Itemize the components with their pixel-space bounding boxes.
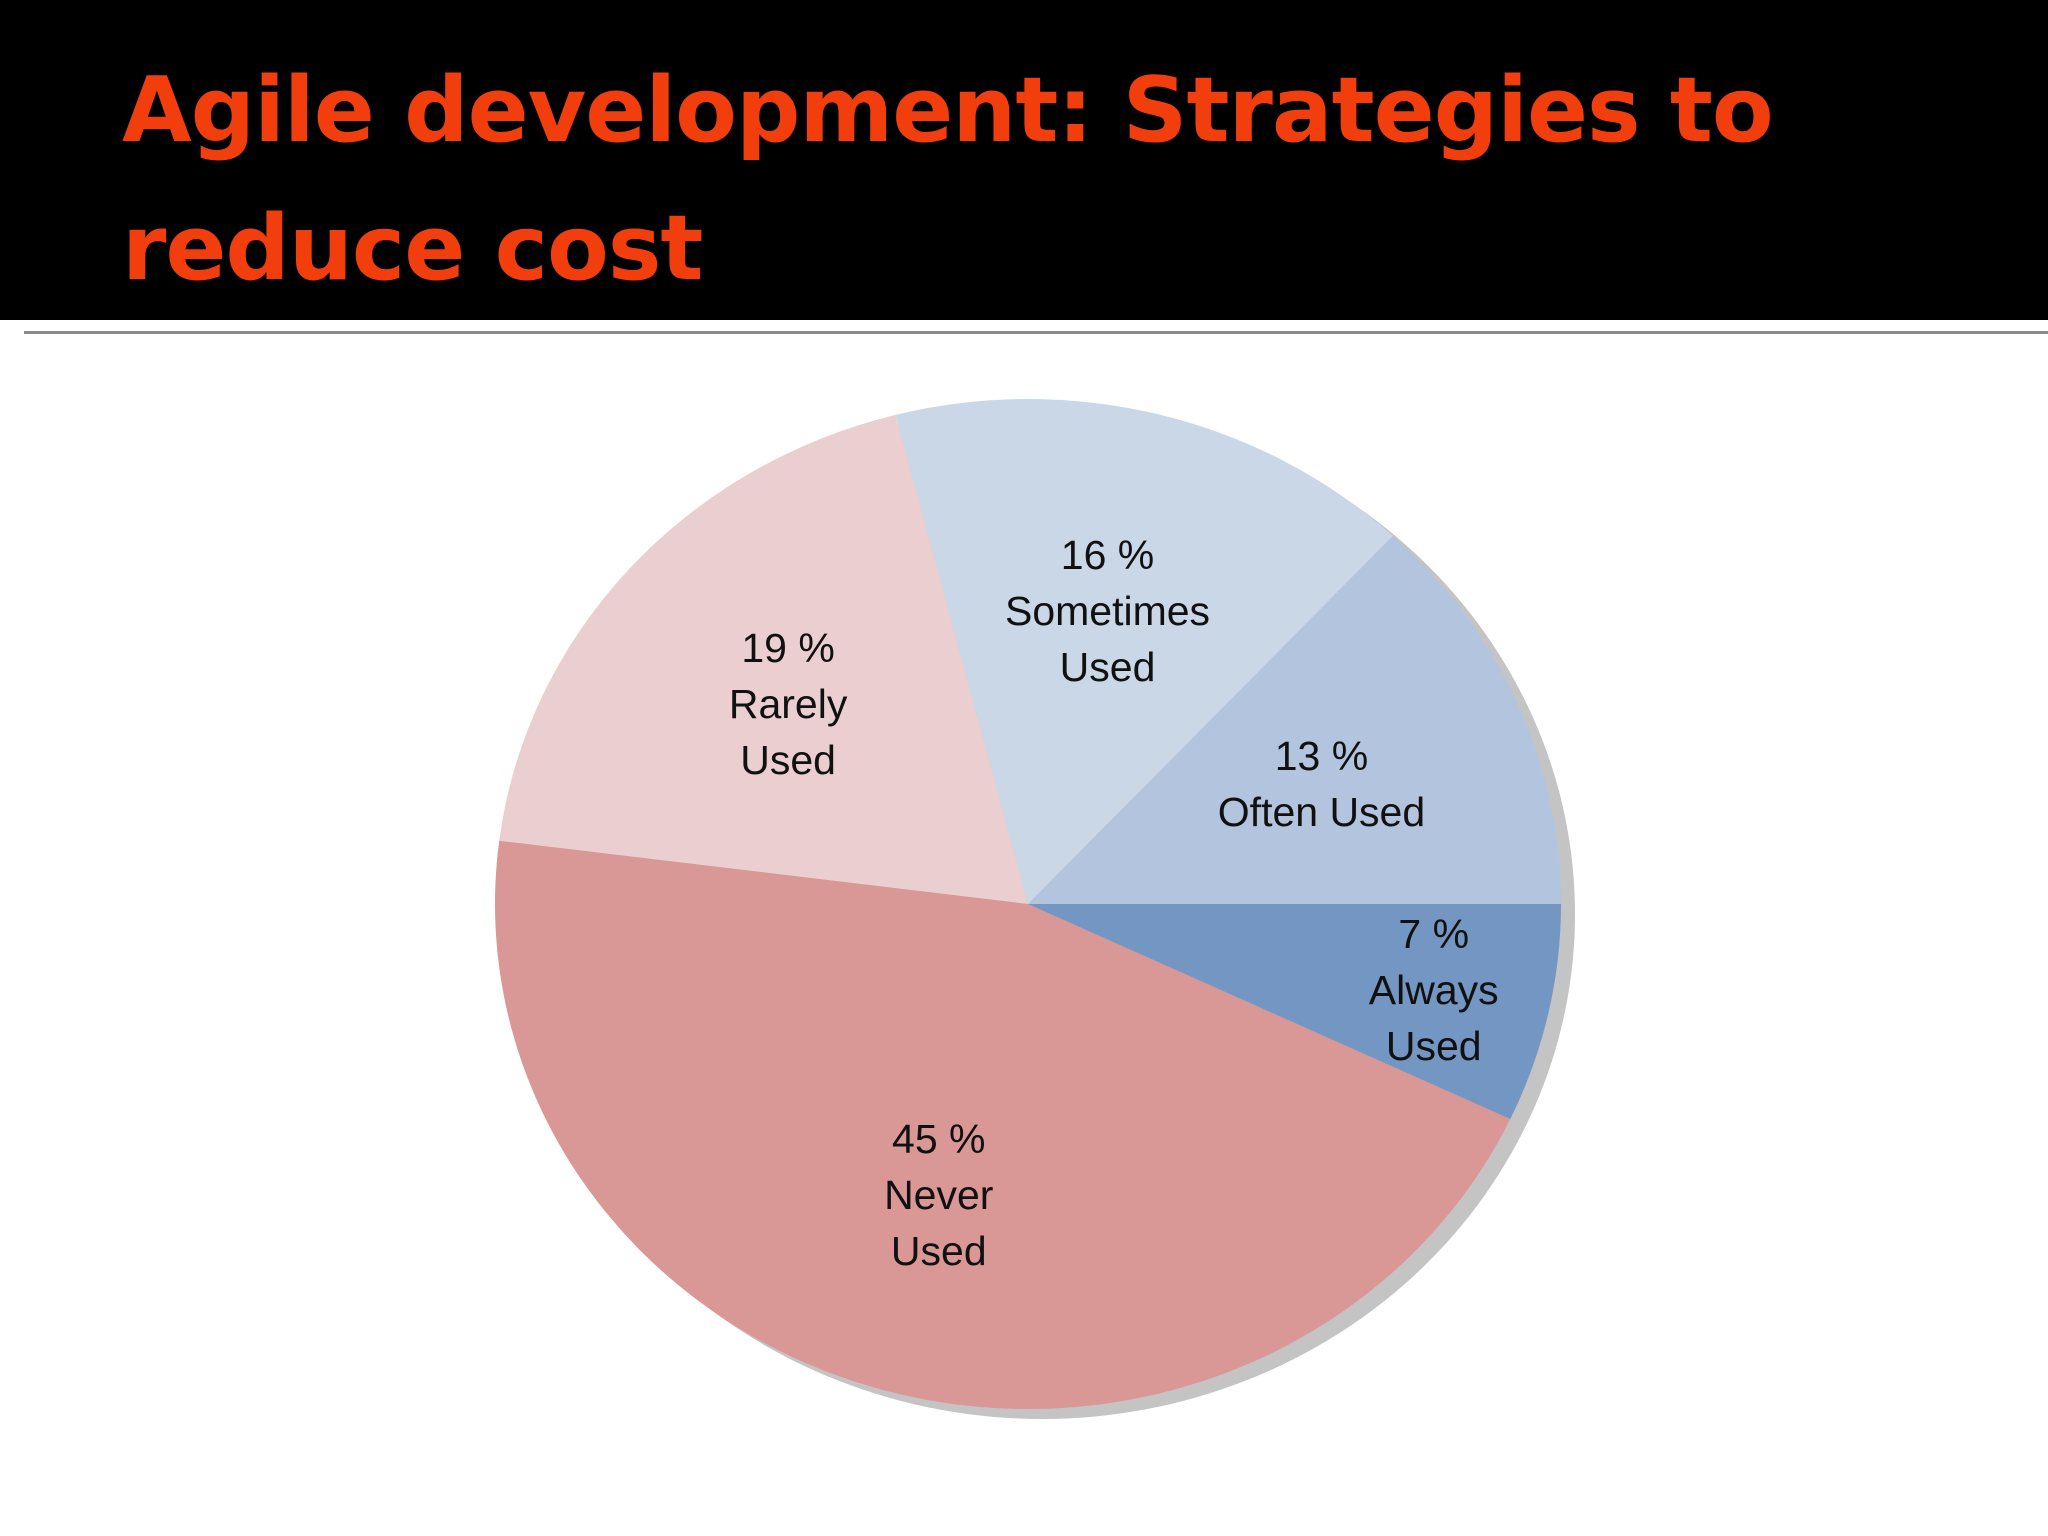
pie-slice — [895, 399, 1393, 904]
chart-title: Agile development: Strategies to reduce … — [122, 58, 1774, 301]
pie-slice — [499, 414, 1028, 904]
value-label: 7 % — [1398, 910, 1470, 957]
title-band — [0, 0, 2048, 320]
value-label: 13 % — [1274, 732, 1369, 779]
slice-label: 19 % Rarely Used — [703, 620, 873, 788]
slice-label: 16 % Sometimes Used — [998, 527, 1218, 695]
pie-slice — [494, 840, 1511, 1410]
value-label: 19 % — [741, 624, 835, 671]
divider — [24, 331, 2048, 334]
slice-label: 45 % Never Used — [854, 1111, 1024, 1279]
category-label: Sometimes Used — [1004, 587, 1211, 690]
value-label: 45 % — [892, 1115, 986, 1162]
pie-slice — [1028, 904, 1561, 1120]
category-label: Never Used — [884, 1171, 994, 1274]
category-label: Rarely Used — [728, 680, 848, 783]
pie-slice — [1028, 535, 1561, 904]
slice-label: 7 % Always Used — [1344, 906, 1524, 1074]
value-label: 16 % — [1060, 531, 1155, 578]
slice-label: 13 % Often Used — [1171, 728, 1471, 840]
category-label: Often Used — [1217, 788, 1426, 835]
category-label: Always Used — [1368, 966, 1499, 1069]
